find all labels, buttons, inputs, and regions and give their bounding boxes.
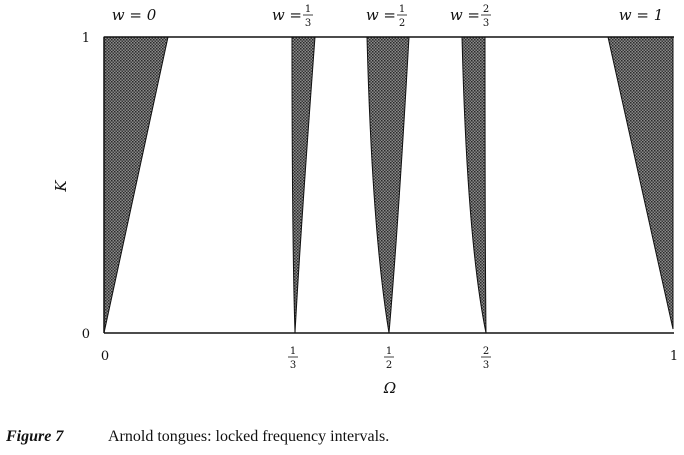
- x-tick-one-half-numerator: 1: [386, 346, 392, 357]
- tongue-label-w0: w = 0: [112, 6, 157, 24]
- x-tick-1: 1: [670, 349, 678, 364]
- tongue-label-w-one-third: w = 1 3: [272, 4, 313, 29]
- tongues-group: [103, 36, 674, 334]
- tongue-label-w-one-third-prefix: w =: [272, 6, 302, 24]
- x-tick-one-half-denominator: 2: [386, 360, 392, 371]
- caption-text: Arnold tongues: locked frequency interva…: [108, 428, 390, 445]
- x-tick-one-third-numerator: 1: [290, 346, 296, 357]
- x-tick-two-thirds-denominator: 3: [483, 360, 489, 371]
- y-tick-1: 1: [82, 31, 90, 46]
- y-tick-0: 0: [82, 327, 90, 342]
- tongue-label-w-two-thirds-denominator: 3: [483, 18, 489, 29]
- figure-caption: Figure 7 Arnold tongues: locked frequency…: [6, 428, 676, 446]
- tongue-label-w-two-thirds-prefix: w =: [450, 6, 480, 24]
- tongue-label-w-one-third-denominator: 3: [305, 18, 311, 29]
- tongue-label-w-two-thirds-numerator: 2: [483, 4, 489, 15]
- x-tick-two-thirds: 2 3: [481, 346, 491, 371]
- figure-number: Figure 7: [6, 428, 64, 445]
- tongue-label-w-one-third-numerator: 1: [305, 4, 311, 15]
- x-axis-label: Ω: [383, 379, 396, 397]
- tongue-w0: [103, 36, 169, 334]
- x-tick-two-thirds-numerator: 2: [483, 346, 489, 357]
- tongue-label-w-one-half-denominator: 2: [399, 18, 405, 29]
- y-axis-label: K: [52, 180, 70, 193]
- x-tick-one-third: 1 3: [288, 346, 298, 371]
- x-tick-0: 0: [101, 349, 109, 364]
- tongue-w1: [607, 36, 674, 330]
- x-tick-one-half: 1 2: [384, 346, 394, 371]
- tongue-label-w1: w = 1: [619, 6, 664, 24]
- tongue-label-w-one-half-numerator: 1: [399, 4, 405, 15]
- tongue-w-one-half: [366, 36, 410, 334]
- tongue-w-two-thirds: [461, 36, 487, 334]
- tongue-label-w-two-thirds: w = 2 3: [450, 4, 491, 29]
- tongue-label-w-one-half-prefix: w =: [366, 6, 396, 24]
- tongue-w-one-third: [291, 36, 316, 334]
- x-tick-one-third-denominator: 3: [290, 360, 296, 371]
- tongue-label-w-one-half: w = 1 2: [366, 4, 407, 29]
- arnold-tongues-diagram: 1 0 K 0 1 3 1 2 2 3 1 Ω w = 0 w = 1 3 w …: [52, 4, 678, 397]
